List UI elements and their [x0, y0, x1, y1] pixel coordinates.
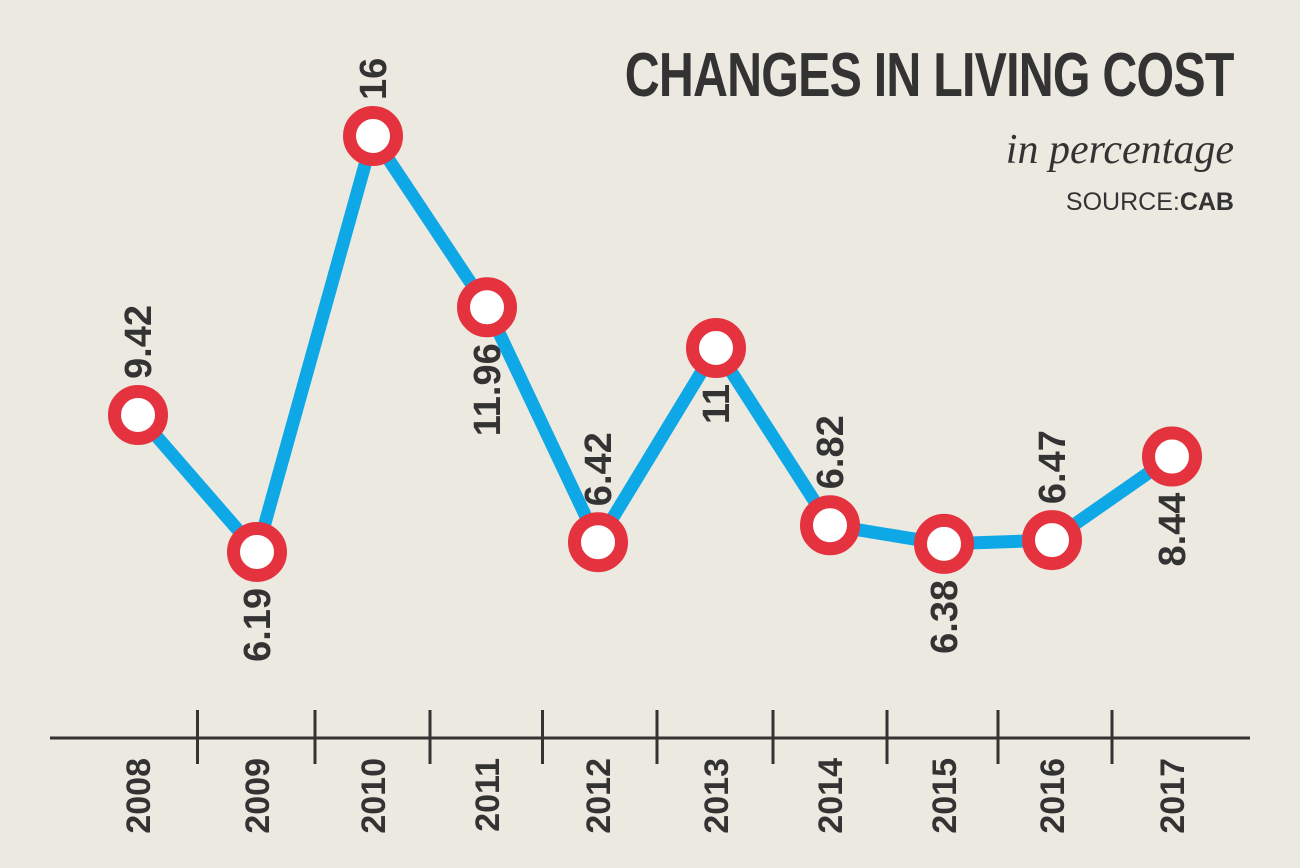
x-tick-label: 2014 — [812, 758, 850, 834]
x-tick-label: 2009 — [239, 758, 277, 834]
x-tick-label: 2010 — [355, 758, 393, 834]
data-label: 11 — [696, 384, 738, 424]
series-line-layer — [131, 129, 1179, 559]
data-label: 8.44 — [1152, 493, 1194, 567]
series-line — [131, 129, 1179, 559]
chart-subtitle: in percentage — [1005, 127, 1234, 173]
data-label: 16 — [353, 58, 395, 100]
data-label: 6.38 — [924, 580, 966, 654]
x-tick-label: 2008 — [120, 758, 158, 834]
marker-layer — [108, 106, 1202, 582]
data-point-marker — [1142, 426, 1202, 487]
data-point-marker — [568, 512, 628, 573]
chart-title: CHANGES IN LIVING COST — [625, 41, 1235, 110]
tick-label-layer: 2008 2009 2010 2011 2012 2013 2014 2015 2016 2017 — [120, 758, 1192, 834]
data-point-marker — [343, 106, 403, 166]
data-label: 6.47 — [1032, 430, 1074, 504]
data-point-marker — [800, 495, 860, 556]
data-label: 6.19 — [237, 588, 279, 662]
data-label: 9.42 — [118, 305, 160, 379]
x-tick-label: 2015 — [926, 758, 964, 834]
data-label: 11.96 — [467, 343, 509, 436]
source-name: CAB — [1179, 188, 1234, 216]
data-point-marker — [227, 521, 287, 582]
source-label: SOURCE: — [1065, 188, 1180, 216]
data-point-marker — [457, 277, 517, 338]
x-axis — [50, 710, 1250, 764]
data-label: 6.42 — [578, 432, 620, 506]
value-label-layer: 9.42 6.19 16 11.96 6.42 11 6.82 6.38 6.47 8.44 — [118, 58, 1194, 662]
data-point-marker — [108, 384, 168, 445]
data-point-marker — [686, 318, 746, 378]
data-label: 6.82 — [810, 415, 852, 489]
x-tick-label: 2012 — [580, 758, 618, 834]
x-tick-label: 2011 — [469, 758, 507, 832]
x-tick-label: 2017 — [1154, 758, 1192, 834]
x-tick-label: 2013 — [698, 758, 736, 834]
data-point-marker — [1022, 510, 1082, 571]
data-point-marker — [914, 513, 974, 574]
chart-source: SOURCE:CAB — [1066, 188, 1234, 217]
x-tick-label: 2016 — [1034, 758, 1072, 834]
